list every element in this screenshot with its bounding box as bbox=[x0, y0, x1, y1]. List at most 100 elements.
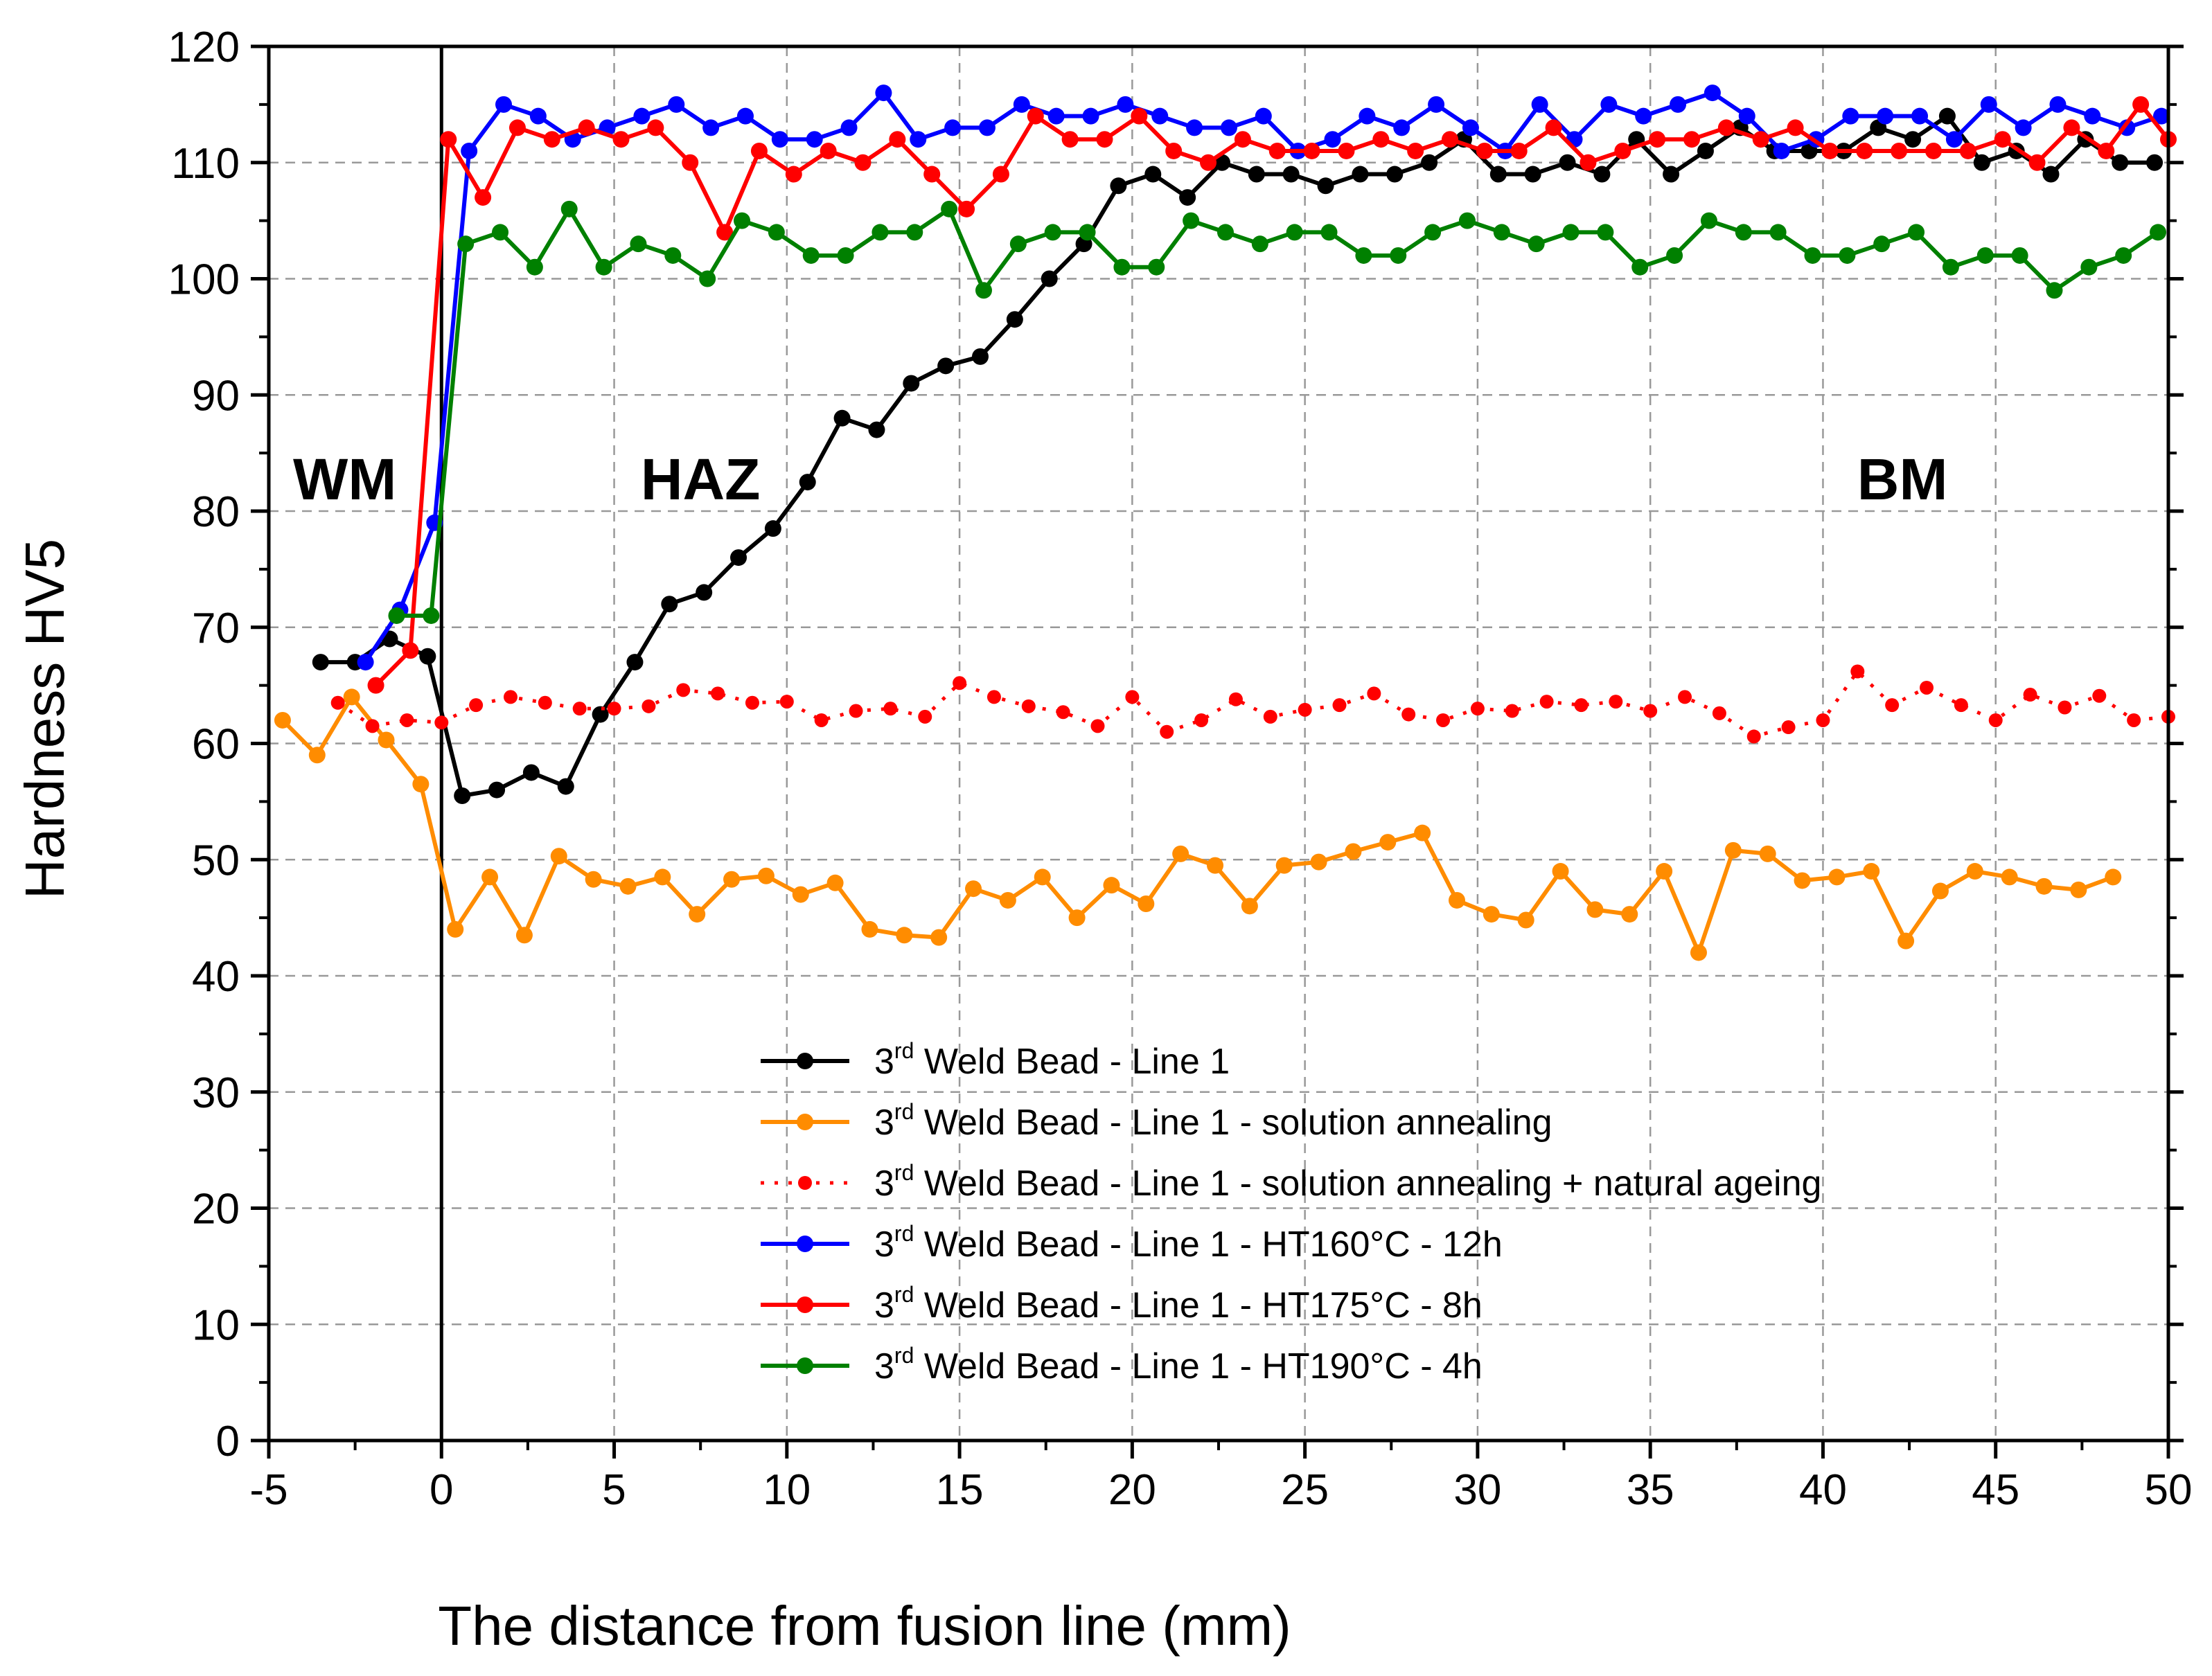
series-3-point-46 bbox=[1945, 131, 1963, 148]
series-1-point-13 bbox=[723, 871, 741, 888]
series-0-point-31 bbox=[1386, 166, 1404, 183]
series-4-point-48 bbox=[2028, 154, 2046, 171]
series-5-point-5 bbox=[560, 200, 578, 217]
series-5-point-49 bbox=[2080, 258, 2098, 276]
series-1-point-43 bbox=[1759, 845, 1776, 862]
legend-entry-5: 3rd Weld Bead - Line 1 - HT190°C - 4h bbox=[761, 1343, 1483, 1387]
legend-entry-1: 3rd Weld Bead - Line 1 - solution anneal… bbox=[761, 1099, 1552, 1143]
series-2-point-13 bbox=[779, 695, 794, 709]
series-3-point-24 bbox=[1186, 119, 1203, 136]
series-1-point-52 bbox=[2070, 881, 2087, 898]
y-tick-label-5: 50 bbox=[192, 837, 240, 884]
series-0-point-34 bbox=[1489, 166, 1507, 183]
series-0-point-16 bbox=[868, 421, 885, 438]
series-5-point-47 bbox=[2011, 247, 2028, 264]
series-2-point-21 bbox=[1056, 705, 1070, 720]
series-4-point-46 bbox=[1959, 142, 1976, 159]
series-3-point-37 bbox=[1635, 107, 1652, 125]
series-5-point-43 bbox=[1873, 235, 1891, 253]
series-4-point-19 bbox=[1027, 107, 1044, 125]
series-2-point-9 bbox=[642, 699, 656, 713]
series-5-point-17 bbox=[975, 282, 992, 299]
legend: 3rd Weld Bead - Line 1 3rd Weld Bead - Li… bbox=[761, 1038, 1821, 1387]
series-0-point-19 bbox=[972, 348, 989, 365]
series-2-point-32 bbox=[1436, 713, 1451, 727]
series-5-point-13 bbox=[837, 247, 854, 264]
series-4-point-7 bbox=[612, 131, 630, 148]
series-1-point-42 bbox=[1724, 841, 1742, 859]
series-5-point-31 bbox=[1458, 212, 1476, 229]
series-3-point-21 bbox=[1082, 107, 1099, 125]
series-0-point-30 bbox=[1352, 166, 1369, 183]
series-5-point-50 bbox=[2115, 247, 2132, 264]
series-5-point-37 bbox=[1666, 247, 1683, 264]
series-5-point-22 bbox=[1148, 258, 1165, 276]
series-5-point-19 bbox=[1044, 224, 1061, 241]
series-2-point-48 bbox=[1988, 713, 2003, 727]
y-tick-label-6: 60 bbox=[192, 721, 240, 769]
x-axis-title: The distance from fusion line (mm) bbox=[438, 1595, 1291, 1657]
series-2-point-23 bbox=[1125, 690, 1140, 704]
y-tick-label-8: 80 bbox=[192, 488, 240, 536]
legend-label-1: 3rd Weld Bead - Line 1 - solution anneal… bbox=[874, 1099, 1552, 1143]
series-2-point-11 bbox=[711, 686, 725, 701]
x-tick-label-1: 0 bbox=[430, 1466, 453, 1514]
series-1-point-30 bbox=[1310, 853, 1327, 871]
series-0-point-25 bbox=[1179, 189, 1196, 206]
series-1-point-0 bbox=[274, 711, 291, 729]
series-5-point-26 bbox=[1286, 224, 1303, 241]
series-4-point-27 bbox=[1303, 142, 1320, 159]
series-5-point-36 bbox=[1631, 258, 1649, 276]
series-4-point-15 bbox=[889, 131, 906, 148]
series-4-point-36 bbox=[1614, 142, 1631, 159]
series-1-point-27 bbox=[1207, 857, 1224, 874]
series-0-point-27 bbox=[1248, 166, 1265, 183]
series-1-point-53 bbox=[2105, 868, 2122, 886]
series-3 bbox=[357, 84, 2170, 671]
series-1-point-33 bbox=[1414, 824, 1431, 841]
x-tick-label-10: 45 bbox=[1972, 1466, 2019, 1514]
legend-label-2: 3rd Weld Bead - Line 1 - solution anneal… bbox=[874, 1160, 1821, 1204]
series-3-point-26 bbox=[1255, 107, 1272, 125]
series-3-point-30 bbox=[1393, 119, 1410, 136]
series-2-point-6 bbox=[538, 695, 552, 710]
series-3-point-34 bbox=[1531, 96, 1548, 113]
series-0-point-52 bbox=[2112, 154, 2129, 171]
series-2-point-5 bbox=[503, 690, 517, 704]
legend-swatch-marker-3 bbox=[797, 1236, 813, 1252]
series-5-point-25 bbox=[1251, 235, 1268, 253]
legend-swatch-marker-1 bbox=[797, 1114, 813, 1130]
series-4-point-20 bbox=[1061, 131, 1079, 148]
series-4-point-4 bbox=[508, 119, 526, 136]
x-tick-label-8: 35 bbox=[1627, 1466, 1674, 1514]
series-0-point-40 bbox=[1697, 142, 1714, 159]
series-1-point-23 bbox=[1068, 909, 1086, 927]
series-3-point-41 bbox=[1773, 142, 1790, 159]
series-5-point-27 bbox=[1320, 224, 1338, 241]
series-4-point-8 bbox=[647, 119, 664, 136]
series-1-point-10 bbox=[619, 877, 637, 895]
series-2-point-20 bbox=[1021, 699, 1036, 713]
y-tick-label-7: 70 bbox=[192, 605, 240, 652]
series-3-point-8 bbox=[633, 107, 651, 125]
series-2-point-10 bbox=[676, 683, 691, 697]
series-5-point-30 bbox=[1424, 224, 1442, 241]
series-4-point-29 bbox=[1372, 131, 1390, 148]
series-2-point-14 bbox=[814, 713, 829, 727]
series-1-point-51 bbox=[2035, 877, 2053, 895]
series-1-point-11 bbox=[654, 868, 671, 886]
series-1-point-41 bbox=[1690, 944, 1707, 961]
series-4-point-44 bbox=[1891, 142, 1908, 159]
series-0-point-46 bbox=[1904, 131, 1922, 148]
series-2-point-30 bbox=[1367, 686, 1381, 701]
series-4-point-41 bbox=[1787, 119, 1804, 136]
y-tick-label-0: 0 bbox=[216, 1418, 240, 1465]
series-3-point-19 bbox=[1013, 96, 1030, 113]
series-5-point-3 bbox=[492, 224, 509, 241]
series-4-point-0 bbox=[367, 677, 384, 694]
series-5-point-44 bbox=[1908, 224, 1925, 241]
series-0-point-14 bbox=[799, 474, 816, 491]
series-4-point-34 bbox=[1545, 119, 1562, 136]
series-2-point-22 bbox=[1090, 719, 1105, 733]
series-3-point-32 bbox=[1462, 119, 1479, 136]
